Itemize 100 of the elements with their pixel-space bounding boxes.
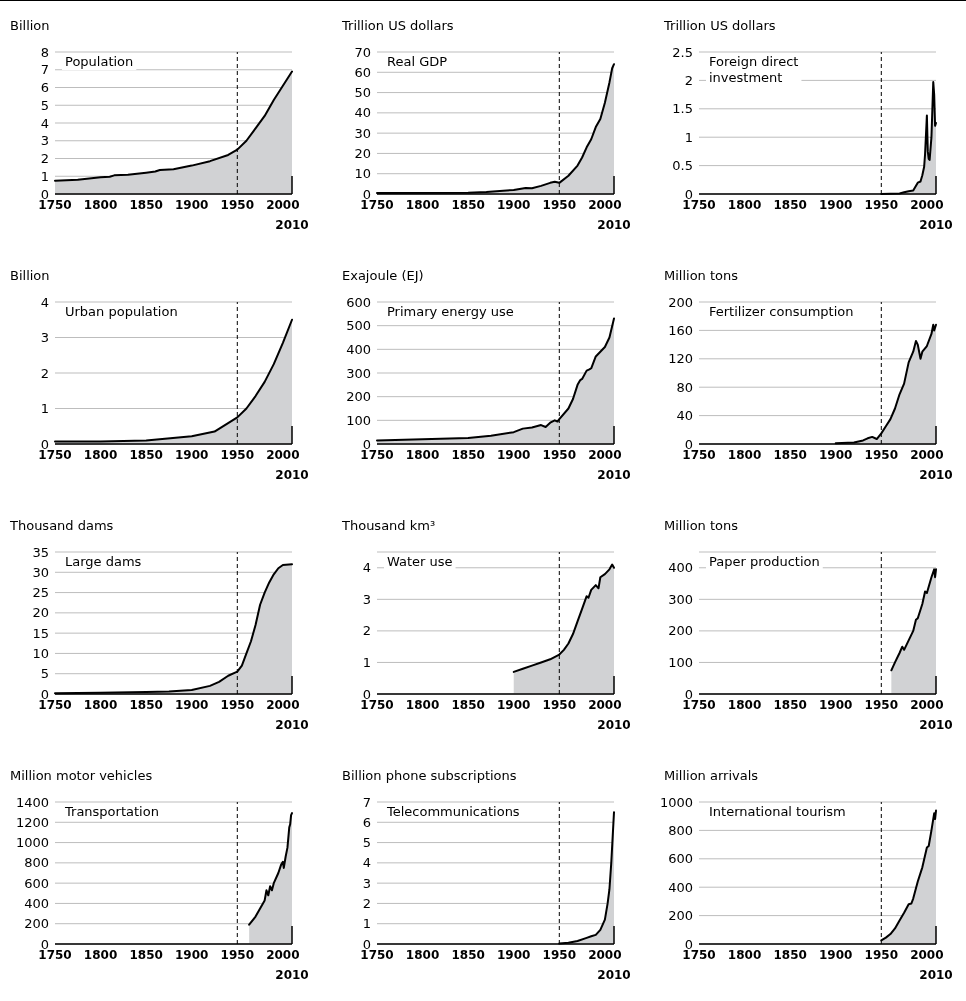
x-tick-label: 1900 — [497, 448, 531, 462]
x-tick-label: 1750 — [38, 948, 72, 962]
y-tick-label: 400 — [668, 560, 693, 576]
x-axis-title: 2010 — [275, 968, 309, 982]
y-tick-label: 200 — [668, 294, 693, 310]
x-tick-label: 1750 — [360, 198, 394, 212]
y-tick-label: 70 — [354, 44, 371, 60]
y-axis-title: Trillion US dollars — [341, 18, 454, 33]
x-tick-label: 1950 — [864, 448, 899, 462]
x-tick-label: 1850 — [773, 448, 807, 462]
x-tick-label: 1750 — [38, 698, 72, 712]
x-tick-label: 2000 — [266, 198, 300, 212]
x-tick-label: 2000 — [910, 448, 944, 462]
y-tick-label: 5 — [40, 666, 49, 682]
x-tick-label: 1900 — [497, 698, 531, 712]
x-tick-label: 1900 — [497, 198, 531, 212]
x-tick-label: 1900 — [497, 948, 531, 962]
x-tick-label: 1800 — [83, 448, 118, 462]
y-tick-label: 200 — [668, 623, 693, 639]
y-tick-label: 5 — [362, 835, 371, 851]
y-axis-title: Million motor vehicles — [10, 768, 153, 783]
y-tick-label: 40 — [354, 105, 371, 121]
y-tick-label: 5 — [40, 97, 49, 113]
x-tick-label: 1900 — [819, 698, 853, 712]
x-tick-label: 1850 — [773, 948, 807, 962]
x-tick-label: 2000 — [910, 198, 944, 212]
x-axis-title: 2010 — [275, 718, 309, 732]
x-axis-title: 2010 — [597, 718, 631, 732]
y-tick-label: 80 — [676, 379, 693, 395]
x-tick-label: 1950 — [864, 698, 899, 712]
y-tick-label: 4 — [362, 560, 371, 576]
x-tick-label: 1800 — [83, 948, 118, 962]
y-tick-label: 1 — [362, 654, 371, 670]
x-tick-label: 1800 — [727, 948, 762, 962]
x-tick-label: 1750 — [682, 448, 716, 462]
x-tick-label: 1800 — [405, 698, 440, 712]
y-tick-label: 1200 — [15, 814, 49, 830]
x-tick-label: 1800 — [405, 448, 440, 462]
y-axis-title: Exajoule (EJ) — [342, 268, 424, 283]
y-tick-label: 35 — [32, 544, 49, 560]
x-tick-label: 1950 — [542, 448, 577, 462]
x-tick-label: 1850 — [773, 698, 807, 712]
chart-title: Water use — [387, 554, 453, 569]
x-tick-label: 1900 — [175, 198, 209, 212]
y-tick-label: 1000 — [659, 794, 693, 810]
y-tick-label: 1000 — [15, 835, 49, 851]
y-tick-label: 15 — [32, 625, 49, 641]
y-tick-label: 400 — [668, 879, 693, 895]
y-tick-label: 400 — [346, 341, 371, 357]
chart-title: Fertilizer consumption — [709, 304, 854, 319]
y-axis-title: Million tons — [664, 268, 739, 283]
x-tick-label: 1900 — [819, 448, 853, 462]
y-tick-label: 3 — [362, 591, 371, 607]
x-tick-label: 1800 — [727, 698, 762, 712]
chart-title: Large dams — [65, 554, 142, 569]
y-tick-label: 1 — [40, 168, 49, 184]
x-tick-label: 1850 — [129, 448, 163, 462]
x-tick-label: 2000 — [266, 698, 300, 712]
y-tick-label: 1400 — [15, 794, 49, 810]
y-tick-label: 2.5 — [672, 44, 693, 60]
x-axis-title: 2010 — [597, 468, 631, 482]
y-tick-label: 1 — [362, 916, 371, 932]
y-tick-label: 0.5 — [672, 158, 693, 174]
x-tick-label: 1950 — [864, 198, 899, 212]
y-tick-label: 200 — [668, 908, 693, 924]
y-tick-label: 2 — [362, 623, 371, 639]
y-tick-label: 7 — [362, 794, 371, 810]
x-axis-title: 2010 — [597, 218, 631, 232]
y-axis-title: Million arrivals — [664, 768, 759, 783]
chart-title: Population — [65, 54, 134, 69]
y-axis-title: Thousand km³ — [341, 518, 436, 533]
x-axis-title: 2010 — [919, 468, 953, 482]
y-tick-label: 2 — [40, 151, 49, 167]
y-tick-label: 40 — [676, 408, 693, 424]
x-tick-label: 1800 — [83, 698, 118, 712]
y-tick-label: 1.5 — [672, 101, 693, 117]
y-tick-label: 1 — [40, 401, 49, 417]
x-tick-label: 1850 — [129, 198, 163, 212]
x-tick-label: 1900 — [819, 948, 853, 962]
x-tick-label: 1900 — [175, 948, 209, 962]
x-tick-label: 1850 — [773, 198, 807, 212]
x-tick-label: 1800 — [405, 198, 440, 212]
y-tick-label: 3 — [40, 133, 49, 149]
x-axis-title: 2010 — [275, 468, 309, 482]
y-tick-label: 2 — [362, 895, 371, 911]
x-axis-title: 2010 — [919, 718, 953, 732]
x-tick-label: 1950 — [220, 448, 255, 462]
x-tick-label: 1950 — [220, 698, 255, 712]
x-tick-label: 1900 — [175, 698, 209, 712]
chart-title: Primary energy use — [387, 304, 514, 319]
x-tick-label: 1800 — [727, 448, 762, 462]
x-tick-label: 1950 — [220, 198, 255, 212]
x-tick-label: 1750 — [682, 198, 716, 212]
y-tick-label: 100 — [346, 412, 371, 428]
x-tick-label: 1850 — [451, 948, 485, 962]
y-tick-label: 7 — [40, 62, 49, 78]
x-tick-label: 1750 — [360, 448, 394, 462]
y-tick-label: 500 — [346, 318, 371, 334]
x-tick-label: 1850 — [451, 198, 485, 212]
y-tick-label: 100 — [668, 654, 693, 670]
